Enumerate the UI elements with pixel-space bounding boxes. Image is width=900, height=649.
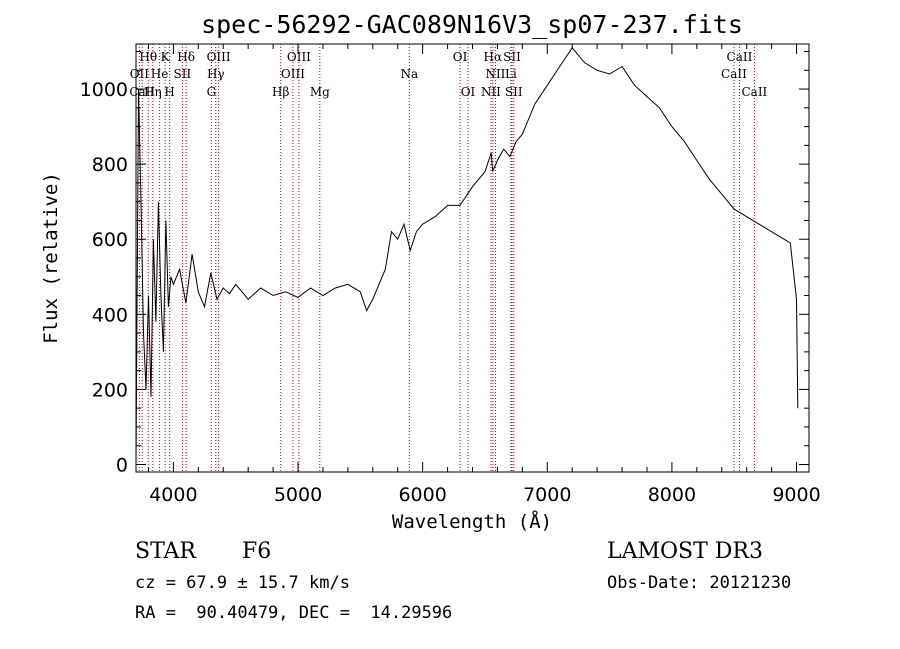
survey-name: LAMOST DR3 bbox=[607, 539, 763, 564]
spectral-line-label: Li bbox=[505, 67, 517, 81]
spectral-line-label: OI bbox=[461, 85, 476, 99]
spectral-line-label: Na bbox=[400, 67, 418, 81]
axis-ticks: 4000 5000 6000 7000 8000 9000 0 200 400 600 800 100… bbox=[80, 44, 821, 506]
spectral-line-label: Hδ bbox=[177, 50, 195, 64]
x-tick-label: 5000 bbox=[274, 484, 322, 506]
spectral-line-label: K bbox=[161, 50, 171, 64]
y-tick-label: 400 bbox=[92, 304, 128, 326]
object-subclass: F6 bbox=[242, 539, 272, 564]
spectral-line-label: SII bbox=[505, 85, 523, 99]
x-tick-label: 9000 bbox=[772, 484, 820, 506]
spectral-line-label: Mg bbox=[310, 85, 330, 99]
spectrum-line bbox=[135, 46, 799, 465]
plot-frame bbox=[135, 43, 810, 473]
y-tick-label: 1000 bbox=[80, 79, 128, 101]
y-axis-label: Flux (relative) bbox=[40, 172, 62, 344]
observation-date: Obs-Date: 20121230 bbox=[607, 573, 792, 593]
spectral-line-label: CaII bbox=[129, 85, 155, 99]
spectral-line-label: Hα bbox=[484, 50, 503, 64]
spectrum-chart: spec-56292-GAC089N16V3_sp07-237.fits Hθ K… bbox=[40, 10, 821, 533]
y-tick-label: 600 bbox=[92, 229, 128, 251]
spectral-line-label: Hβ bbox=[272, 85, 289, 99]
spectral-line-label: CaII bbox=[727, 50, 753, 64]
coordinates: RA = 90.40479, DEC = 14.29596 bbox=[135, 603, 453, 623]
spectral-line-label: H bbox=[164, 85, 174, 99]
spectrum-series bbox=[135, 46, 799, 465]
x-tick-label: 4000 bbox=[149, 484, 197, 506]
spectral-line-label: OII bbox=[130, 67, 150, 81]
spectral-line-label: Hγ bbox=[207, 67, 225, 81]
spectral-line-label: CaII bbox=[741, 85, 767, 99]
chart-title: spec-56292-GAC089N16V3_sp07-237.fits bbox=[201, 10, 743, 39]
redshift-velocity: cz = 67.9 ± 15.7 km/s bbox=[135, 573, 350, 593]
spectral-line-label: CaII bbox=[721, 67, 747, 81]
y-tick-label: 200 bbox=[92, 379, 128, 401]
object-class: STAR bbox=[135, 539, 196, 564]
spectral-line-label: SII bbox=[503, 50, 521, 64]
spectral-line-label: OIII bbox=[287, 50, 311, 64]
spectral-line-label: He bbox=[151, 67, 169, 81]
spectral-line-label: OIII bbox=[207, 50, 231, 64]
x-tick-label: 8000 bbox=[648, 484, 696, 506]
x-axis-label: Wavelength (Å) bbox=[392, 510, 552, 533]
spectral-line-label: Hη bbox=[144, 85, 162, 99]
spectral-line-label: NII bbox=[481, 85, 501, 99]
spectral-line-label: SII bbox=[174, 67, 192, 81]
spectral-line-label: NII bbox=[485, 67, 505, 81]
y-tick-label: 800 bbox=[92, 154, 128, 176]
x-tick-label: 7000 bbox=[523, 484, 571, 506]
y-tick-label: 0 bbox=[116, 454, 128, 476]
spectral-line-label: G bbox=[207, 85, 217, 99]
spectral-line-label: OI bbox=[453, 50, 468, 64]
spectral-line-label: OIII bbox=[281, 67, 305, 81]
x-tick-label: 6000 bbox=[398, 484, 446, 506]
